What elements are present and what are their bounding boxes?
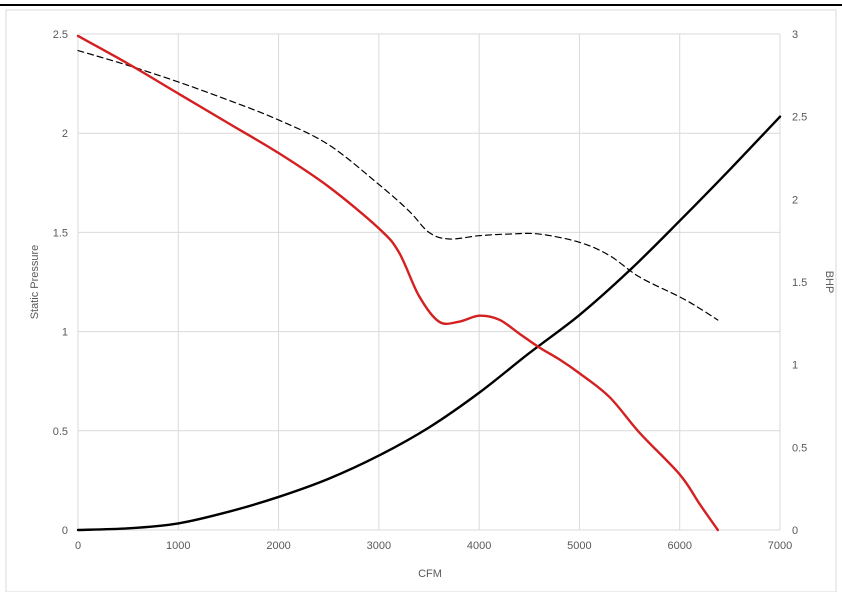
y-right-tick-label: 1.5 [792, 277, 807, 289]
x-tick-label: 6000 [667, 540, 691, 552]
y-right-tick-labels: 0 0.5 1 1.5 2 2.5 3 [792, 29, 807, 537]
static-pressure-line [76, 34, 720, 532]
series-layer [76, 34, 782, 532]
y-left-tick-labels: 0 0.5 1 1.5 2 2.5 [53, 29, 68, 537]
y-left-tick-label: 1.5 [53, 227, 68, 239]
x-tick-label: 5000 [567, 540, 591, 552]
x-tick-label: 3000 [367, 540, 391, 552]
y-right-tick-label: 0.5 [792, 442, 807, 454]
chart-frame [5, 9, 837, 592]
x-tick-label: 1000 [166, 540, 190, 552]
y-right-tick-label: 2 [792, 194, 798, 206]
y-left-axis-label: Static Pressure [29, 245, 41, 320]
y-right-axis-label: BHP [823, 271, 835, 294]
x-tick-label: 7000 [768, 540, 792, 552]
y-left-tick-label: 0 [62, 525, 68, 537]
x-tick-label: 0 [75, 540, 81, 552]
y-right-tick-label: 2.5 [792, 112, 807, 124]
y-right-tick-label: 0 [792, 525, 798, 537]
dashed-curve-line [77, 49, 719, 321]
y-left-tick-label: 2.5 [53, 29, 68, 41]
y-right-tick-label: 1 [792, 360, 798, 372]
y-left-tick-label: 0.5 [53, 426, 68, 438]
x-tick-label: 4000 [467, 540, 491, 552]
x-tick-label: 2000 [266, 540, 290, 552]
bhp-line [76, 115, 782, 532]
y-right-tick-label: 3 [792, 29, 798, 41]
y-left-tick-label: 1 [62, 327, 68, 339]
gridlines [77, 33, 781, 531]
x-tick-labels: 0 1000 2000 3000 4000 5000 6000 7000 [75, 540, 792, 552]
y-left-tick-label: 2 [62, 128, 68, 140]
x-axis-label: CFM [418, 568, 442, 580]
